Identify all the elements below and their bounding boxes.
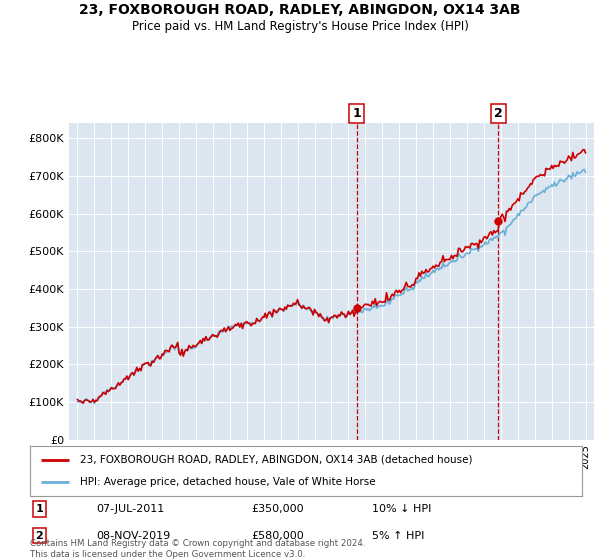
Point bbox=[494, 217, 503, 226]
Text: 1: 1 bbox=[35, 504, 43, 514]
Text: £580,000: £580,000 bbox=[251, 530, 304, 540]
Point bbox=[352, 304, 362, 312]
Text: 10% ↓ HPI: 10% ↓ HPI bbox=[372, 504, 431, 514]
Text: 08-NOV-2019: 08-NOV-2019 bbox=[96, 530, 170, 540]
Text: Contains HM Land Registry data © Crown copyright and database right 2024.
This d: Contains HM Land Registry data © Crown c… bbox=[30, 539, 365, 559]
Text: 07-JUL-2011: 07-JUL-2011 bbox=[96, 504, 164, 514]
Text: 2: 2 bbox=[35, 530, 43, 540]
Text: HPI: Average price, detached house, Vale of White Horse: HPI: Average price, detached house, Vale… bbox=[80, 477, 376, 487]
Text: 23, FOXBOROUGH ROAD, RADLEY, ABINGDON, OX14 3AB (detached house): 23, FOXBOROUGH ROAD, RADLEY, ABINGDON, O… bbox=[80, 455, 472, 465]
Text: 23, FOXBOROUGH ROAD, RADLEY, ABINGDON, OX14 3AB: 23, FOXBOROUGH ROAD, RADLEY, ABINGDON, O… bbox=[79, 3, 521, 17]
Text: Price paid vs. HM Land Registry's House Price Index (HPI): Price paid vs. HM Land Registry's House … bbox=[131, 20, 469, 32]
Text: 1: 1 bbox=[353, 107, 361, 120]
Text: 2: 2 bbox=[494, 107, 503, 120]
Text: 5% ↑ HPI: 5% ↑ HPI bbox=[372, 530, 425, 540]
Text: £350,000: £350,000 bbox=[251, 504, 304, 514]
